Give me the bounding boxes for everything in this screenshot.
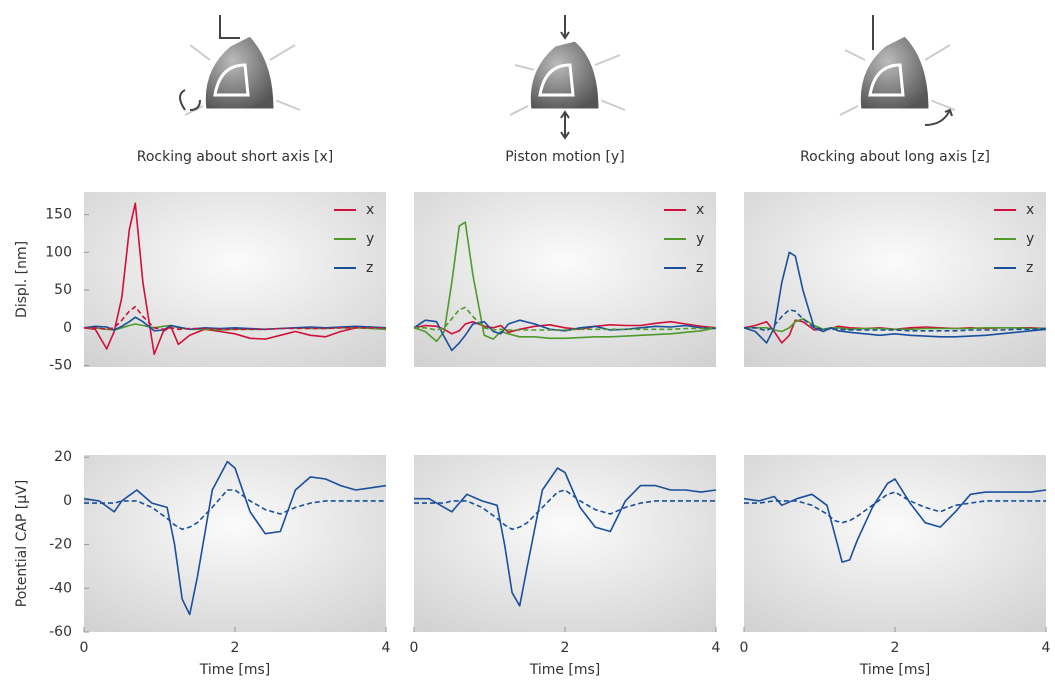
series-line [84,489,386,531]
legend-label: y [696,231,704,247]
y-tick-label: -20 [49,537,72,553]
y-axis-label: Potential CAP [µV] [14,480,30,607]
x-tick-label: 2 [231,640,240,656]
series-line [84,305,386,331]
series-line [414,489,716,531]
panel-caption: Rocking about long axis [z] [800,149,990,165]
y-tick-label: 0 [63,320,72,336]
y-tick-label: 150 [45,207,72,223]
y-tick-label: -50 [49,357,72,373]
legend-label: x [696,202,704,218]
series-line [414,467,717,607]
legend-label: x [1026,202,1034,218]
plot-area [414,192,716,367]
y-tick-label: 20 [54,449,72,465]
icon-short-axis [179,15,301,116]
legend-label: y [366,231,374,247]
x-tick-label: 4 [712,640,721,656]
series-line [413,319,717,352]
icon-long-axis [839,15,956,126]
panel-caption: Piston motion [y] [505,149,624,165]
x-axis-label: Time [ms] [529,662,601,678]
y-tick-label: 50 [54,282,72,298]
plot-area [84,192,386,367]
series-line [744,317,1046,333]
series-line [413,221,717,343]
legend-label: z [366,260,373,276]
x-tick-label: 2 [891,640,900,656]
series-line [743,478,1047,563]
plot-area [84,455,386,632]
series-line [744,491,1046,524]
x-tick-label: 0 [740,640,749,656]
x-axis-label: Time [ms] [859,662,931,678]
y-axis-label: Displ. [nm] [14,241,30,318]
x-tick-label: 4 [1042,640,1051,656]
legend-label: z [1026,260,1033,276]
series-line [83,460,387,616]
series-line [743,251,1047,344]
legend-label: z [696,260,703,276]
panel-caption: Rocking about short axis [x] [137,149,334,165]
y-tick-label: -60 [49,624,72,640]
x-tick-label: 2 [561,640,570,656]
series-line [413,320,717,335]
series-line [83,202,387,355]
plot-area [744,455,1046,632]
legend-label: y [1026,231,1034,247]
x-axis-label: Time [ms] [199,662,271,678]
icon-piston [509,15,626,140]
x-tick-label: 0 [80,640,89,656]
series-line [414,306,717,331]
series-line [744,308,1047,332]
x-tick-label: 0 [410,640,419,656]
y-tick-label: -40 [49,580,72,596]
x-tick-label: 4 [382,640,391,656]
y-tick-label: 100 [45,244,72,260]
plot-area [414,455,716,632]
legend-label: x [366,202,374,218]
plot-area [744,192,1046,367]
y-tick-label: 0 [63,493,72,509]
